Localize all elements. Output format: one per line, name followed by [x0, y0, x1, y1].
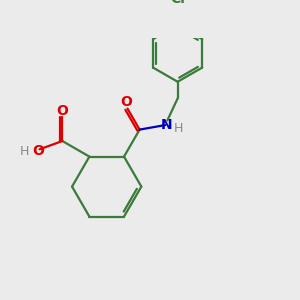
Text: Cl: Cl [170, 0, 185, 6]
Text: H: H [174, 122, 183, 135]
Text: O: O [120, 95, 132, 110]
Text: N: N [161, 118, 173, 132]
Text: O: O [32, 144, 44, 158]
Text: H: H [19, 145, 29, 158]
Text: O: O [56, 103, 68, 118]
